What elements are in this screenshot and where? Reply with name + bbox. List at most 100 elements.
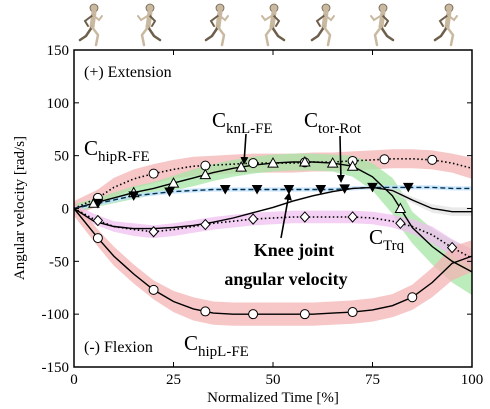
label-ctrq: CTrq [369,225,405,254]
marker-tor [92,198,104,209]
y-tick-label: 150 [47,43,70,59]
marker-tor [315,184,327,195]
runner-arm [209,14,220,27]
runner-leg [373,25,383,47]
marker-knee [395,217,406,230]
runner-figure-6 [370,3,395,47]
runner-arm [381,14,390,27]
label-chipr-fe: ChipR-FE [84,136,150,165]
marker-knee [347,211,358,223]
marker-knL [394,202,407,213]
marker-knL [326,157,339,168]
marker-knL [235,161,248,172]
line-tor [73,186,472,210]
axis-ticks: 0 25 50 75 100 -150 -100 -50 0 50 100 150 [42,43,484,388]
runner-arm [370,14,383,22]
runner-arm [137,14,150,22]
arrow-knl-fe [240,133,249,165]
runner-leg [322,25,332,47]
runner-leg [264,25,274,47]
marker-hipL [248,309,259,320]
marker-tor [283,184,295,195]
runner-leg [204,25,220,42]
marker-tor [128,191,140,201]
marker-tor [402,182,414,193]
marker-knee [247,213,259,225]
marker-hipL [92,233,103,244]
y-tick-label: -100 [42,307,70,323]
line-knL [73,161,473,273]
line-hipR [73,158,473,210]
line-knee [73,207,473,259]
runner-leg [78,25,94,42]
runner-leg [310,25,326,42]
runner-leg [140,25,150,47]
extension-annotation: (+) Extension [84,64,172,81]
marker-hipR [148,168,159,179]
runner-leg [270,25,286,42]
y-tick-label: 100 [47,96,70,112]
runner-figure-7 [433,3,458,47]
arrow-tor-rot [336,135,345,183]
line-hipL [73,208,473,315]
marker-knee [299,211,311,223]
y-tick-label: 50 [54,149,69,165]
y-axis-label: Angular velocity [rad/s] [12,136,28,280]
y-tick-label: -50 [49,254,69,270]
runner-leg [445,25,455,47]
runner-arm [261,14,274,22]
x-tick-label: 100 [461,372,484,388]
running-figures [78,3,458,47]
series-lines [73,158,473,315]
runner-leg [216,25,226,47]
runner-arm [83,14,94,27]
runner-arm [218,14,229,22]
marker-hipR [379,154,390,165]
series-markers [88,154,458,320]
marker-hipL [347,307,358,318]
marker-hipL [299,309,310,320]
runner-figure-3 [204,3,229,47]
y-tick-label: -150 [42,360,70,376]
marker-knL [199,168,212,180]
runner-figure-2 [137,3,162,47]
runner-arm [272,14,281,27]
runner-leg [433,25,449,42]
runner-arm [148,14,157,27]
runner-arm [324,14,335,22]
marker-hipL [148,284,159,295]
marker-tor [367,182,378,193]
label-cknl-fe: CknL-FE [212,108,273,137]
band-hipL [74,201,472,326]
marker-tor [339,184,350,194]
line-trq [73,186,472,230]
marker-hipR [248,158,259,169]
y-tick-label: 0 [62,202,70,218]
x-tick-label: 25 [166,372,181,388]
marker-tor [219,184,231,195]
marker-hipL [200,306,211,317]
arrow-knee [280,192,292,239]
runner-arm [447,14,458,22]
marker-knee [92,214,104,227]
x-tick-label: 50 [266,372,281,388]
marker-tor [251,184,263,195]
runner-figure-1 [78,3,103,47]
x-tick-label: 75 [365,372,380,388]
runner-figure-5 [310,3,335,47]
marker-knL [346,160,359,171]
marker-tor [164,187,175,198]
marker-knee [446,241,458,254]
marker-knee [200,218,211,231]
runner-leg [146,25,162,42]
runner-leg [90,25,100,47]
knee-annotation-line1: Knee joint [254,240,335,260]
knee-annotation-line2: angular velocity [224,269,347,289]
x-axis-label: Normalized Time [%] [207,390,339,406]
marker-knee [148,225,159,238]
runner-leg [379,25,395,42]
runner-figure-4 [261,3,286,47]
band-knee [74,204,472,267]
marker-knL [298,155,311,167]
